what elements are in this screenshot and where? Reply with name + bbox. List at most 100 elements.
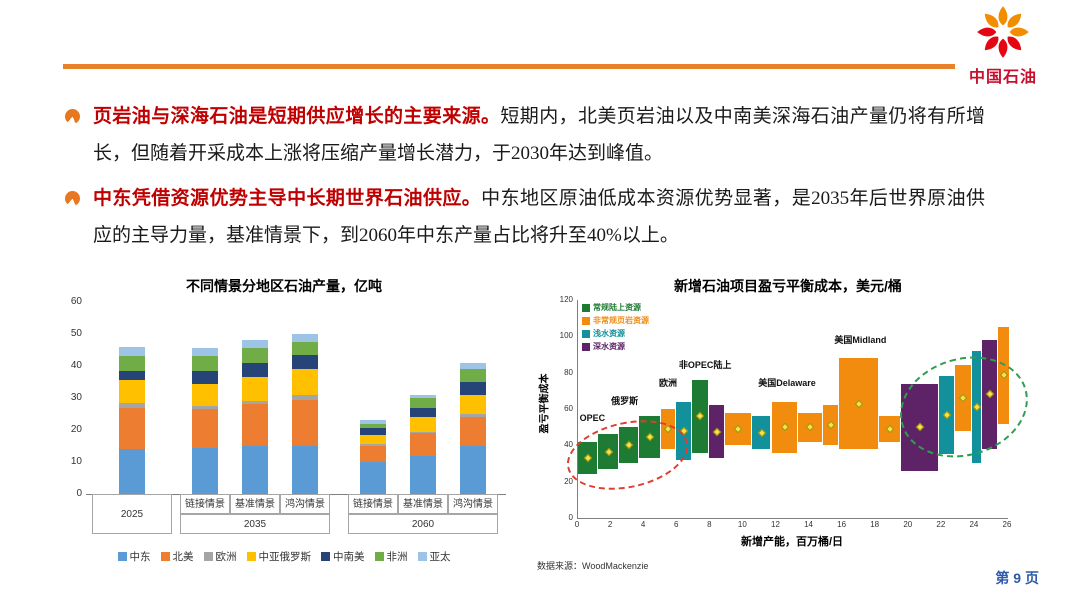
data-source-note: 数据来源：WoodMackenzie [537, 561, 649, 571]
x-tick-label: 20 [903, 520, 913, 529]
y-tick-label: 10 [70, 456, 82, 467]
legend-item: 深水资源 [582, 341, 649, 352]
x-tick-label: 10 [737, 520, 747, 529]
bar-segment-欧洲 [410, 431, 436, 434]
category-box: 基准情景 [398, 494, 448, 514]
bullet-lead: 中东凭借资源优势主导中长期世界石油供应。 [93, 188, 482, 209]
bullet-lead: 页岩油与深海石油是短期供应增长的主要来源。 [93, 106, 501, 127]
bullet-item-2: 中东凭借资源优势主导中长期世界石油供应。中东地区原油低成本资源优势显著，是203… [63, 180, 985, 254]
bar-segment-北美 [460, 417, 486, 446]
chart-annotation: 欧洲 [659, 378, 678, 389]
chart-annotation: OPEC [579, 412, 606, 423]
y-tick-label: 60 [70, 296, 82, 307]
bar-segment-欧洲 [119, 402, 145, 408]
legend-label: 中南美 [333, 551, 365, 563]
y-tick-label: 100 [559, 331, 573, 341]
cnpc-logo-icon [977, 6, 1029, 58]
bar-chart-legend: 中东 北美 欧洲 中亚俄罗斯 中南美 非洲 亚太 [58, 548, 510, 566]
bar-segment-北美 [192, 409, 218, 448]
legend-item: 亚太 [417, 549, 451, 564]
legend-swatch [203, 552, 213, 561]
y-tick-label: 20 [564, 476, 573, 486]
category-box: 链接情景 [348, 494, 398, 514]
chart-annotation: 美国Delaware [758, 378, 816, 389]
legend-swatch [160, 552, 170, 561]
x-tick-label: 0 [574, 520, 580, 529]
bar-segment-北美 [242, 404, 268, 446]
bar-segment-欧洲 [192, 406, 218, 410]
legend-label: 非洲 [386, 551, 408, 563]
bar-segment-亚太 [242, 340, 268, 349]
category-box: 链接情景 [180, 494, 230, 514]
x-tick-label: 6 [673, 520, 679, 529]
chart-annotation: 俄罗斯 [611, 396, 639, 407]
bullet-item-1: 页岩油与深海石油是短期供应增长的主要来源。短期内，北美页岩油以及中南美深海石油产… [63, 98, 985, 172]
cost-chart-title: 新增石油项目盈亏平衡成本，美元/桶 [674, 278, 902, 294]
y-tick-label: 20 [70, 424, 82, 435]
bar-segment-中亚俄罗斯 [360, 434, 386, 445]
y-tick-label: 120 [559, 295, 573, 304]
bullet-body: 中东地区原油低成本资源优势显著，是2035年后世界原油供应的主导力量，基准情景下… [93, 188, 985, 246]
x-tick-label: 14 [804, 520, 813, 529]
legend-label: 中亚俄罗斯 [258, 551, 312, 563]
legend-swatch [582, 342, 590, 351]
category-box: 鸿沟情景 [448, 494, 498, 514]
bar-segment-中东 [192, 447, 218, 494]
legend-swatch [321, 552, 330, 561]
page-number: 第 9 页 [995, 570, 1039, 586]
legend-item: 非常规页岩资源 [582, 315, 649, 326]
y-tick-label: 30 [70, 392, 82, 403]
bar-segment-北美 [292, 399, 318, 446]
bar-segment-亚太 [192, 348, 218, 357]
bar-segment-非洲 [192, 356, 218, 371]
y-tick-label: 50 [70, 328, 82, 339]
legend-label: 非常规页岩资源 [593, 316, 649, 325]
bar-segment-欧洲 [460, 414, 486, 418]
legend-label: 浅水资源 [593, 329, 625, 338]
legend-label: 常规陆上资源 [593, 303, 641, 312]
bar-segment-中东 [119, 449, 145, 494]
legend-swatch [417, 552, 427, 561]
bar-segment-北美 [410, 433, 436, 456]
x-tick-label: 18 [870, 520, 880, 529]
legend-item: 中南美 [321, 549, 365, 564]
bullet-icon [65, 191, 80, 206]
bar-segment-亚太 [119, 346, 145, 357]
bar-segment-中南美 [360, 428, 386, 435]
chart-annotation: 非OPEC陆上 [678, 360, 732, 371]
bar-segment-非洲 [119, 356, 145, 371]
legend-item: 中东 [117, 549, 151, 564]
bar-segment-欧洲 [292, 394, 318, 400]
cost-chart-legend: 常规陆上资源 非常规页岩资源 浅水资源深水资源 [582, 302, 649, 354]
bar-segment-欧洲 [242, 401, 268, 405]
chart-annotation: 美国Midland [834, 334, 887, 345]
logo-text: 中国石油 [968, 69, 1037, 86]
bar-segment-亚太 [460, 362, 486, 370]
x-tick-label: 4 [640, 520, 646, 529]
bar-segment-中东 [360, 462, 386, 494]
legend-item: 欧洲 [203, 549, 237, 564]
legend-label: 中东 [129, 551, 151, 563]
x-tick-label: 24 [969, 520, 979, 529]
y-tick-label: 80 [564, 367, 573, 377]
bar-segment-非洲 [410, 398, 436, 408]
legend-swatch [582, 329, 590, 338]
legend-swatch [117, 552, 127, 561]
x-tick-label: 22 [936, 520, 946, 529]
bar-segment-中亚俄罗斯 [460, 394, 486, 414]
bar-chart-title: 不同情景分地区石油产量，亿吨 [186, 278, 382, 294]
y-tick-label: 40 [564, 440, 573, 450]
x-tick-label: 8 [707, 520, 712, 529]
bar-segment-中东 [410, 455, 436, 494]
y-tick-label: 60 [564, 404, 573, 413]
x-tick-label: 2 [607, 520, 613, 529]
bar-segment-中南美 [410, 407, 436, 418]
y-tick-label: 40 [70, 360, 82, 371]
legend-item: 浅水资源 [582, 328, 649, 339]
bar-segment-中东 [292, 446, 318, 494]
legend-swatch [374, 552, 384, 561]
y-tick-label: 0 [76, 488, 82, 499]
bar-segment-中东 [242, 446, 268, 494]
cost-chart-x-axis-label: 新增产能，百万桶/日 [740, 536, 844, 548]
